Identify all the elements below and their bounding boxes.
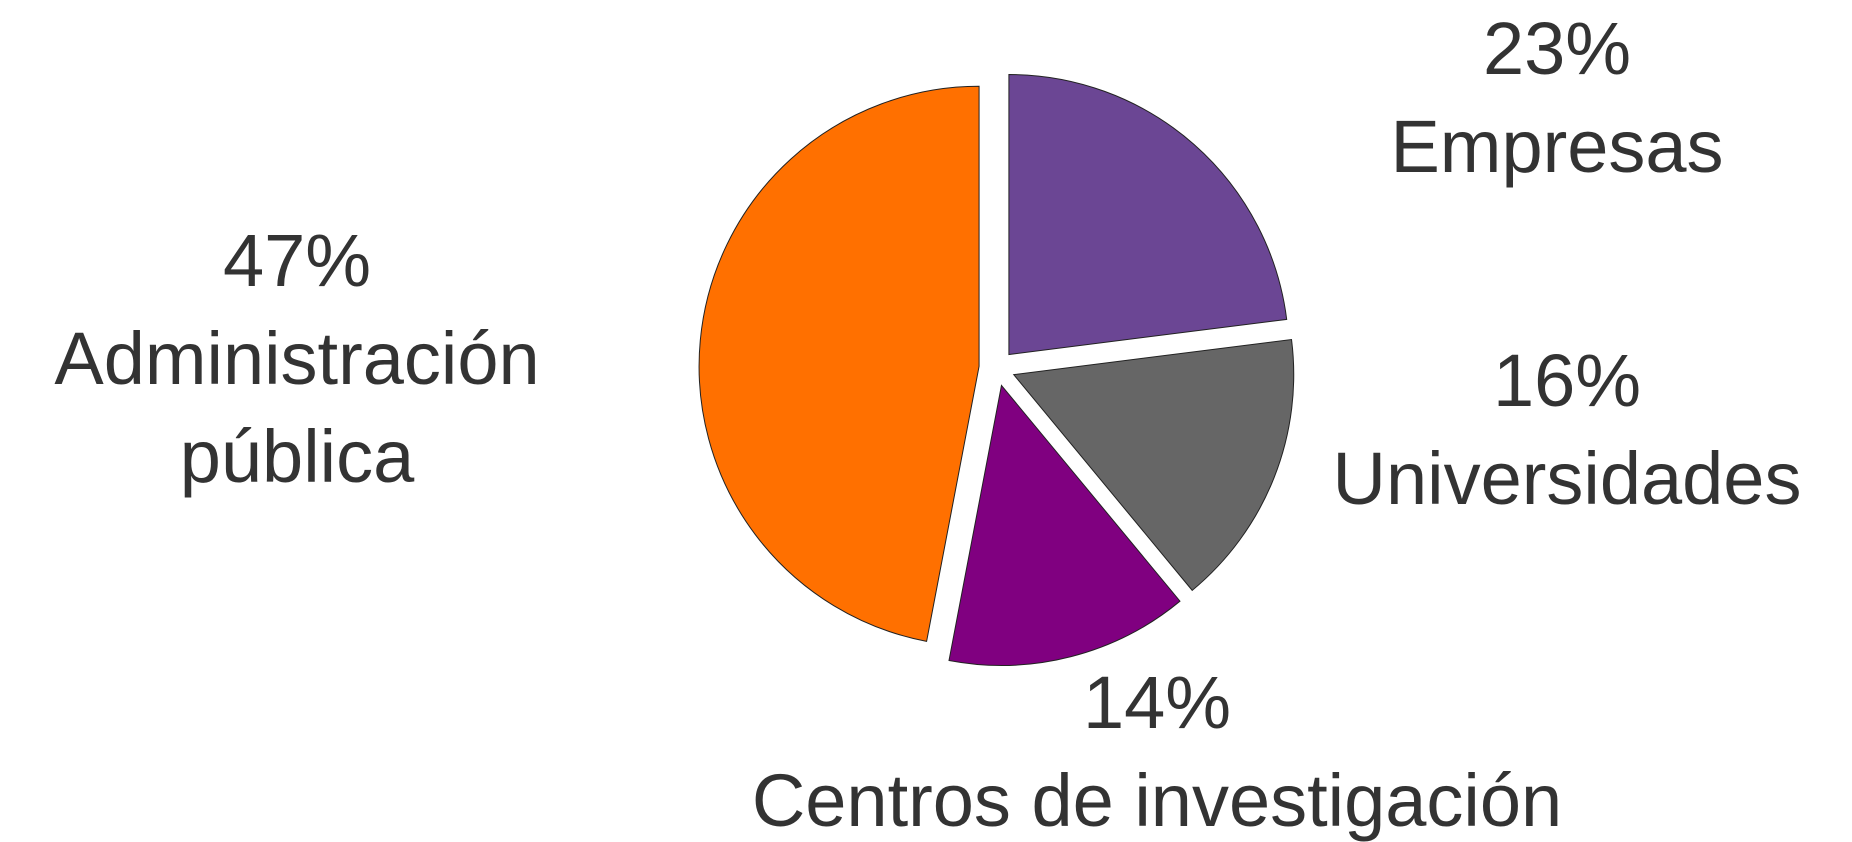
category-label: Empresas: [1390, 105, 1724, 188]
pie-slice: [948, 384, 1181, 666]
slice-label: 16% Universidades: [1257, 332, 1852, 528]
slice-label: 23% Empresas: [1247, 0, 1852, 196]
slice-label: 47% Administración pública: [0, 212, 607, 506]
value-label: 16%: [1492, 339, 1642, 422]
category-label: Administración pública: [54, 317, 540, 498]
category-label: Centros de investigación: [751, 759, 1563, 842]
pie-slice: [1012, 338, 1295, 592]
pie-slice: [1008, 73, 1288, 356]
value-label: 47%: [222, 219, 372, 302]
pie-slice: [698, 85, 980, 642]
slice-label: 14% Centros de investigación: [607, 654, 1707, 842]
value-label: 14%: [1082, 661, 1232, 744]
value-label: 23%: [1482, 7, 1632, 90]
category-label: Universidades: [1332, 437, 1802, 520]
